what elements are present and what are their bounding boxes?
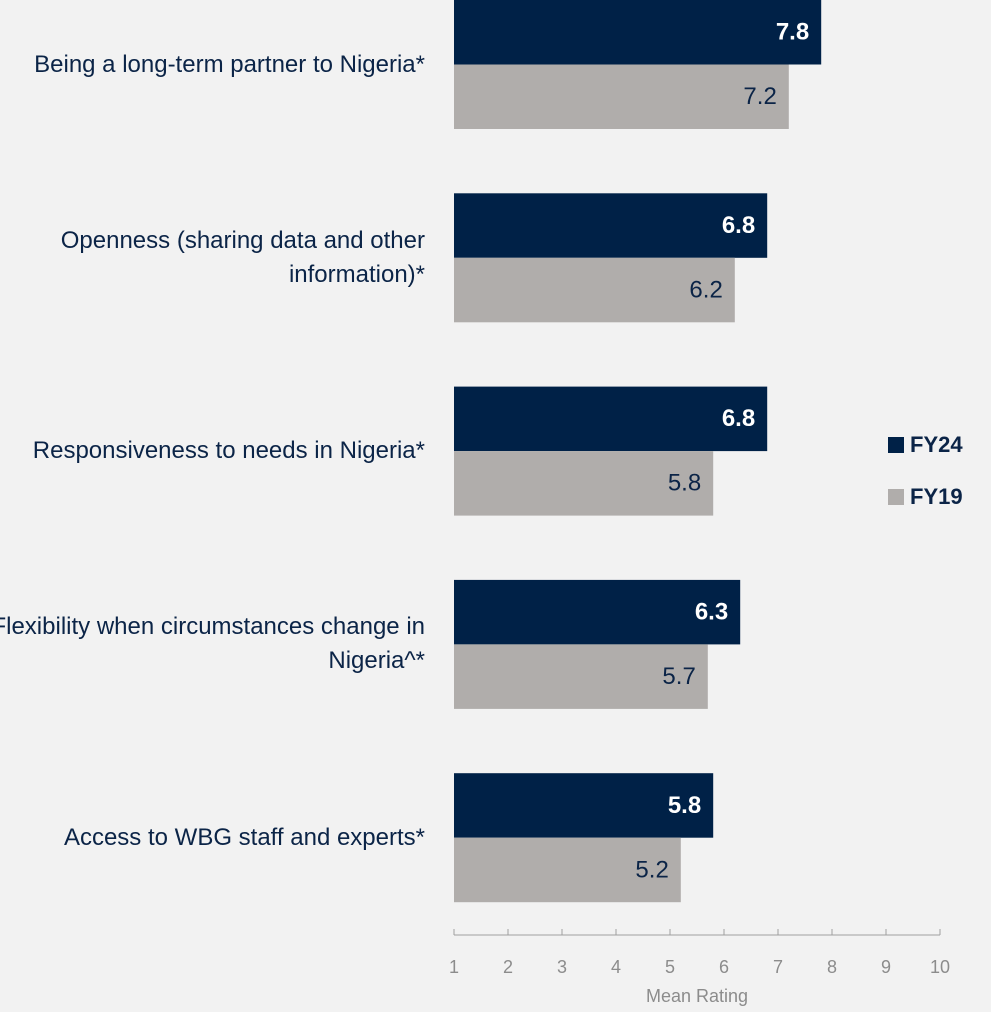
bar: [454, 386, 768, 452]
category-label: Access to WBG staff and experts*: [63, 823, 425, 851]
value-label: 6.8: [722, 405, 755, 432]
legend-swatch: [888, 437, 904, 453]
value-label: 5.8: [668, 470, 701, 497]
bar: [454, 193, 768, 258]
category-label: Flexibility when circumstances change in…: [0, 613, 425, 675]
x-tick-label: 6: [719, 957, 729, 977]
value-label: 6.8: [722, 212, 755, 239]
x-tick-label: 2: [503, 957, 513, 977]
x-tick-label: 10: [930, 957, 950, 977]
x-tick-label: 4: [611, 957, 621, 977]
bar: [454, 257, 735, 323]
category-label: Openness (sharing data and other informa…: [60, 226, 425, 288]
x-tick-label: 5: [665, 957, 675, 977]
x-tick-label: 9: [881, 957, 891, 977]
bar: [454, 0, 822, 65]
value-label: 5.2: [635, 856, 668, 883]
bar: [454, 773, 714, 838]
legend-swatch: [888, 489, 904, 505]
value-label: 5.7: [662, 663, 695, 690]
value-label: 6.3: [695, 598, 728, 625]
bar: [454, 644, 708, 709]
bar: [454, 837, 681, 903]
value-label: 6.2: [689, 276, 722, 303]
legend-label: FY24: [910, 432, 963, 457]
legend-label: FY19: [910, 484, 963, 509]
x-tick-label: 1: [449, 957, 459, 977]
category-label: Being a long-term partner to Nigeria*: [34, 50, 425, 78]
bar: [454, 579, 741, 645]
value-label: 7.8: [776, 19, 809, 46]
x-axis-label: Mean Rating: [646, 986, 748, 1006]
bar: [454, 64, 789, 129]
x-tick-label: 7: [773, 957, 783, 977]
category-label: Responsiveness to needs in Nigeria*: [32, 437, 425, 465]
x-tick-label: 3: [557, 957, 567, 977]
value-label: 5.8: [668, 792, 701, 819]
value-label: 7.2: [743, 83, 776, 110]
bar: [454, 451, 714, 516]
x-tick-label: 8: [827, 957, 837, 977]
